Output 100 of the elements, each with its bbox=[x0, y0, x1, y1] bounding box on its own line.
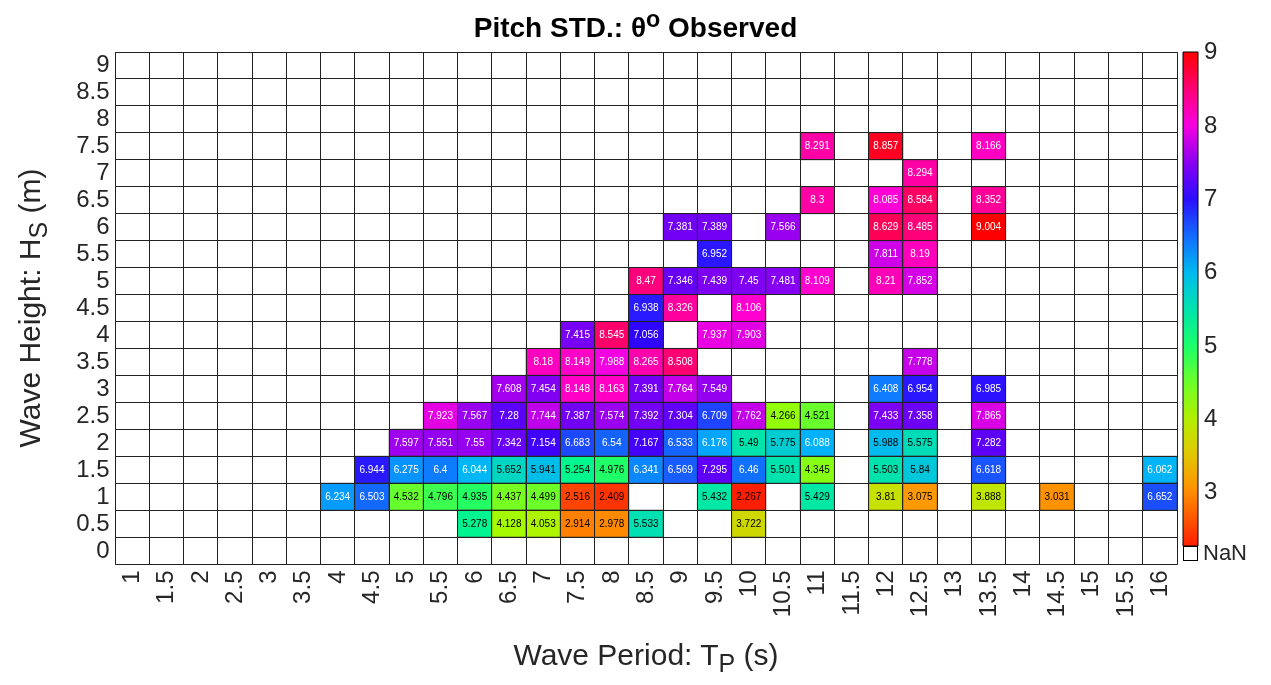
data-label: 7.28 bbox=[499, 409, 520, 421]
data-label: 7.567 bbox=[462, 409, 488, 421]
data-label: 8.18 bbox=[533, 355, 554, 367]
text: NaN bbox=[1203, 540, 1248, 566]
data-label: 6.952 bbox=[702, 248, 728, 260]
x-tick-label: 1.5 bbox=[151, 570, 179, 604]
x-tick-label: 12.5 bbox=[905, 570, 933, 618]
x-tick-label: 7.5 bbox=[562, 570, 590, 604]
color-bar-label: 9 bbox=[1204, 37, 1218, 65]
data-label: 7.304 bbox=[667, 409, 694, 421]
data-label: 9.004 bbox=[976, 221, 1002, 233]
data-label: 7.937 bbox=[702, 328, 728, 340]
data-label: 7.923 bbox=[427, 409, 454, 421]
y-tick-label: 6 bbox=[96, 212, 110, 240]
data-label: 8.857 bbox=[873, 140, 899, 152]
data-label: 3.075 bbox=[907, 490, 934, 502]
data-label: 4.976 bbox=[599, 463, 625, 475]
x-tick-label: 9.5 bbox=[699, 570, 727, 604]
color-bar-label: 8 bbox=[1204, 110, 1218, 138]
x-tick-label: 5.5 bbox=[425, 570, 453, 604]
data-label: 6.46 bbox=[739, 463, 759, 475]
data-label: 7.744 bbox=[530, 409, 557, 421]
data-label: 6.275 bbox=[393, 463, 420, 475]
x-tick-label: 13.5 bbox=[973, 570, 1001, 618]
x-tick-label: 9 bbox=[665, 570, 693, 584]
data-label: 4.128 bbox=[496, 517, 522, 529]
x-tick-label: 10 bbox=[733, 570, 761, 598]
data-label: 3.888 bbox=[976, 490, 1002, 502]
data-label: 7.597 bbox=[393, 436, 420, 448]
data-label: 7.55 bbox=[464, 436, 485, 448]
color-bar-label: 7 bbox=[1204, 183, 1218, 211]
data-label: 5.432 bbox=[702, 490, 728, 502]
data-label: 8.21 bbox=[876, 275, 896, 287]
data-label: 7.764 bbox=[667, 382, 694, 394]
data-label: 7.342 bbox=[496, 436, 522, 448]
y-tick-label: 2.5 bbox=[76, 400, 110, 428]
data-label: 7.392 bbox=[633, 409, 659, 421]
data-label: 8.485 bbox=[907, 221, 934, 233]
data-label: 3.722 bbox=[736, 517, 762, 529]
data-label: 6.341 bbox=[633, 463, 659, 475]
x-tick-label: 1 bbox=[117, 570, 145, 584]
data-label: 2.267 bbox=[736, 490, 762, 502]
x-tick-label: 2 bbox=[185, 570, 213, 584]
x-tick-label: 4 bbox=[322, 570, 350, 584]
y-tick-label: 6.5 bbox=[76, 185, 110, 213]
data-label: 7.778 bbox=[907, 355, 934, 367]
data-label: 2.516 bbox=[564, 490, 591, 502]
x-axis-title: Wave Period: T$_{P}$ (s) bbox=[512, 638, 780, 678]
data-label: 6.709 bbox=[702, 409, 728, 421]
x-tick-label: 6 bbox=[459, 570, 487, 584]
x-tick-label: 3 bbox=[254, 570, 282, 584]
color-bar-label: 5 bbox=[1204, 330, 1218, 358]
x-tick-label: 14.5 bbox=[1042, 570, 1070, 618]
data-label: 4.053 bbox=[530, 517, 557, 529]
data-label: 4.532 bbox=[393, 490, 420, 502]
data-label: 2.978 bbox=[599, 517, 625, 529]
data-label: 5.575 bbox=[907, 436, 934, 448]
data-label: 6.044 bbox=[462, 463, 488, 475]
data-label: 6.683 bbox=[564, 436, 591, 448]
data-label: 6.944 bbox=[359, 463, 385, 475]
data-label: 4.437 bbox=[496, 490, 522, 502]
data-label: 8.163 bbox=[599, 382, 625, 394]
data-label: 5.941 bbox=[530, 463, 557, 475]
data-label: 8.508 bbox=[667, 355, 694, 367]
chart-title: Pitch STD.: θ$^{o}$ Observed bbox=[473, 6, 798, 44]
data-label: 8.584 bbox=[907, 194, 934, 206]
x-tick-label: 15 bbox=[1076, 570, 1104, 598]
color-bar-label: 4 bbox=[1204, 403, 1218, 431]
y-tick-label: 1.5 bbox=[76, 454, 110, 482]
data-label: 7.608 bbox=[496, 382, 522, 394]
data-label: 5.988 bbox=[873, 436, 899, 448]
data-label: 4.935 bbox=[462, 490, 488, 502]
data-label: 7.551 bbox=[427, 436, 454, 448]
y-tick-label: 8 bbox=[96, 104, 110, 132]
data-label: 8.545 bbox=[599, 328, 625, 340]
y-tick-label: 3.5 bbox=[76, 346, 110, 374]
data-label: 8.294 bbox=[907, 167, 934, 179]
data-label: 7.574 bbox=[599, 409, 625, 421]
x-tick-label: 6.5 bbox=[493, 570, 521, 604]
y-tick-label: 2 bbox=[96, 427, 110, 455]
y-tick-label: 1 bbox=[96, 481, 110, 509]
data-label: 3.031 bbox=[1044, 490, 1071, 502]
data-label: 5.652 bbox=[496, 463, 522, 475]
data-label: 7.295 bbox=[702, 463, 728, 475]
data-label: 4.499 bbox=[530, 490, 557, 502]
data-label: 6.569 bbox=[667, 463, 694, 475]
data-label: 5.503 bbox=[873, 463, 899, 475]
x-tick-label: 8.5 bbox=[631, 570, 658, 604]
data-label: 2.914 bbox=[564, 517, 591, 529]
data-label: 8.106 bbox=[736, 302, 762, 313]
data-label: 4.521 bbox=[804, 409, 831, 421]
data-label: 6.954 bbox=[907, 382, 934, 394]
y-tick-label: 7.5 bbox=[76, 131, 110, 159]
data-label: 7.381 bbox=[667, 221, 694, 233]
data-label: 7.167 bbox=[633, 436, 659, 448]
data-label: 8.629 bbox=[873, 221, 899, 233]
data-label: 5.501 bbox=[770, 463, 796, 475]
data-label: 6.533 bbox=[667, 436, 694, 448]
data-label: 8.265 bbox=[633, 355, 659, 367]
data-label: 5.49 bbox=[739, 436, 759, 448]
